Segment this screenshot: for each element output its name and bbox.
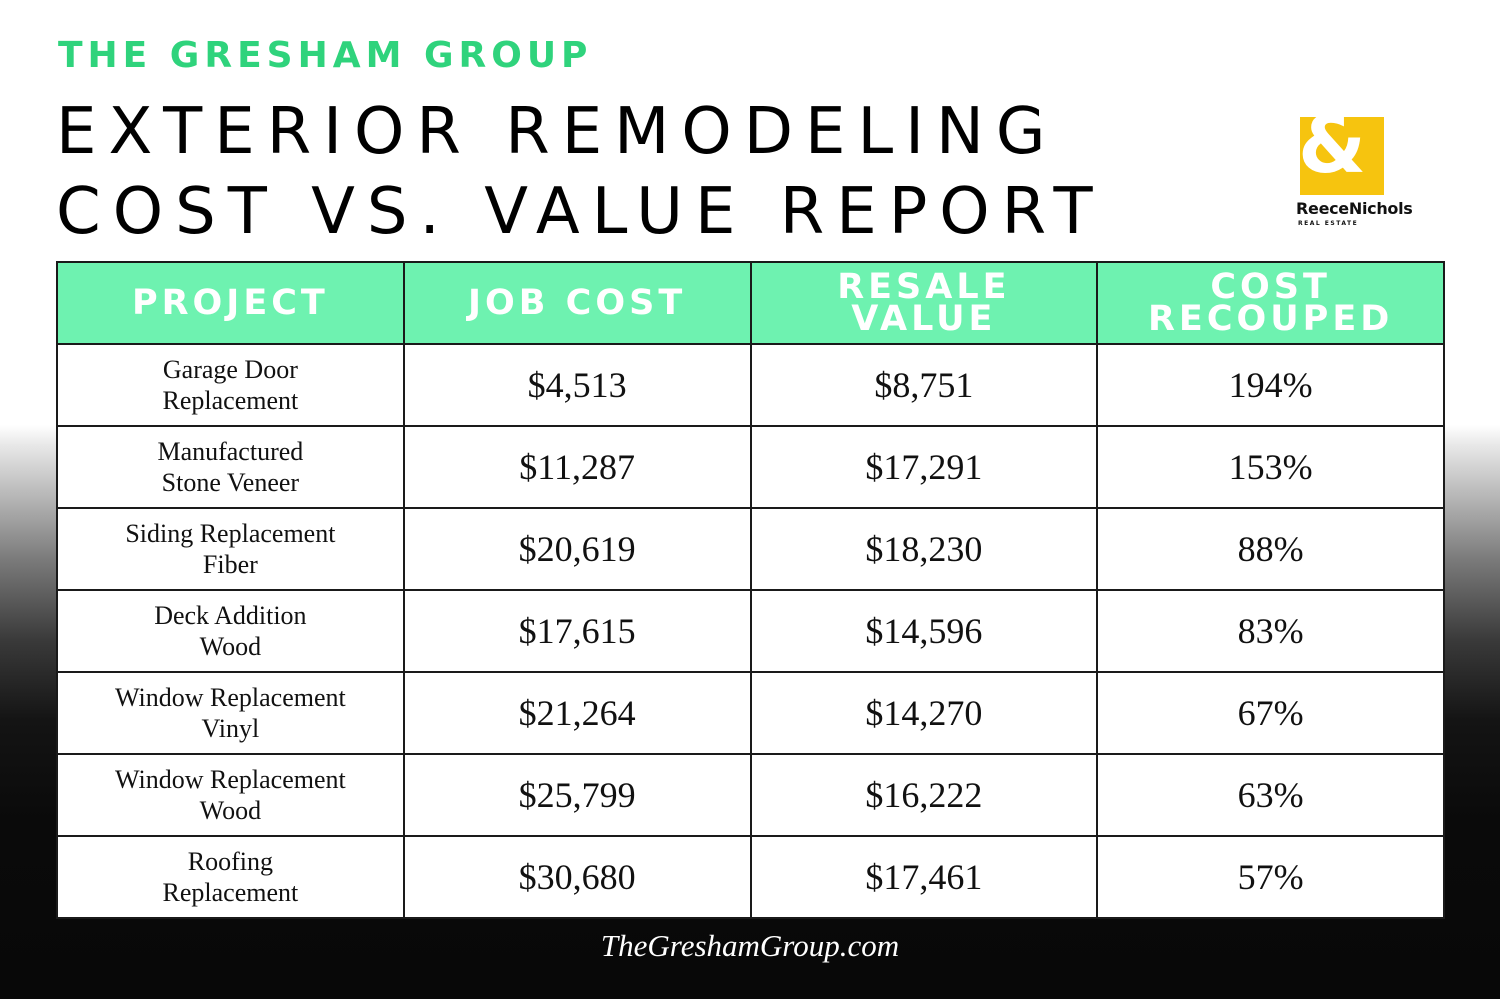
- logo-square: &: [1298, 107, 1384, 195]
- project-cell: Siding Replacement Fiber: [56, 507, 405, 591]
- project-cell: Roofing Replacement: [56, 835, 405, 919]
- table-row: Deck Addition Wood $17,615 $14,596 83%: [56, 589, 1445, 673]
- table-row: Manufactured Stone Veneer $11,287 $17,291…: [56, 425, 1445, 509]
- job-cost-cell: $25,799: [402, 753, 752, 837]
- job-cost-cell: $21,264: [402, 671, 752, 755]
- resale-value-cell: $18,230: [749, 507, 1099, 591]
- resale-value-cell: $14,270: [749, 671, 1099, 755]
- column-header-cost-recouped: COST RECOUPED: [1096, 261, 1445, 345]
- table-row: Window Replacement Vinyl $21,264 $14,270 …: [56, 671, 1445, 755]
- table-row: Garage Door Replacement $4,513 $8,751 194…: [56, 343, 1445, 427]
- column-header-resale-value: RESALE VALUE: [749, 261, 1099, 345]
- project-cell: Deck Addition Wood: [56, 589, 405, 673]
- job-cost-cell: $20,619: [402, 507, 752, 591]
- ampersand-icon: &: [1298, 101, 1367, 191]
- cost-recouped-cell: 63%: [1096, 753, 1445, 837]
- table-row: Window Replacement Wood $25,799 $16,222 6…: [56, 753, 1445, 837]
- resale-value-cell: $17,461: [749, 835, 1099, 919]
- cost-recouped-cell: 194%: [1096, 343, 1445, 427]
- brand-name: THE GRESHAM GROUP: [58, 35, 593, 76]
- logo-subtitle: REAL ESTATE: [1298, 220, 1359, 227]
- resale-value-cell: $17,291: [749, 425, 1099, 509]
- table-row: Roofing Replacement $30,680 $17,461 57%: [56, 835, 1445, 919]
- cost-recouped-cell: 67%: [1096, 671, 1445, 755]
- resale-value-cell: $16,222: [749, 753, 1099, 837]
- logo-name: ReeceNichols: [1296, 199, 1413, 218]
- job-cost-cell: $11,287: [402, 425, 752, 509]
- project-cell: Manufactured Stone Veneer: [56, 425, 405, 509]
- project-cell: Window Replacement Wood: [56, 753, 405, 837]
- project-cell: Window Replacement Vinyl: [56, 671, 405, 755]
- title-line-2: COST VS. VALUE REPORT: [56, 175, 1105, 249]
- project-cell: Garage Door Replacement: [56, 343, 405, 427]
- cost-value-table: PROJECT JOB COST RESALE VALUE COST RECOU…: [56, 261, 1445, 919]
- column-header-project: PROJECT: [56, 261, 405, 345]
- website-url: TheGreshamGroup.com: [600, 928, 900, 963]
- cost-recouped-cell: 88%: [1096, 507, 1445, 591]
- column-header-job-cost: JOB COST: [402, 261, 752, 345]
- reecenichols-logo: & ReeceNichols REAL ESTATE: [1296, 107, 1446, 232]
- title-line-1: EXTERIOR REMODELING: [56, 95, 1058, 169]
- cost-recouped-cell: 83%: [1096, 589, 1445, 673]
- cost-recouped-cell: 57%: [1096, 835, 1445, 919]
- job-cost-cell: $4,513: [402, 343, 752, 427]
- job-cost-cell: $17,615: [402, 589, 752, 673]
- job-cost-cell: $30,680: [402, 835, 752, 919]
- table-row: Siding Replacement Fiber $20,619 $18,230 …: [56, 507, 1445, 591]
- page-title: EXTERIOR REMODELING COST VS. VALUE REPOR…: [56, 92, 1105, 252]
- cost-recouped-cell: 153%: [1096, 425, 1445, 509]
- resale-value-cell: $8,751: [749, 343, 1099, 427]
- table-header-row: PROJECT JOB COST RESALE VALUE COST RECOU…: [56, 261, 1445, 345]
- resale-value-cell: $14,596: [749, 589, 1099, 673]
